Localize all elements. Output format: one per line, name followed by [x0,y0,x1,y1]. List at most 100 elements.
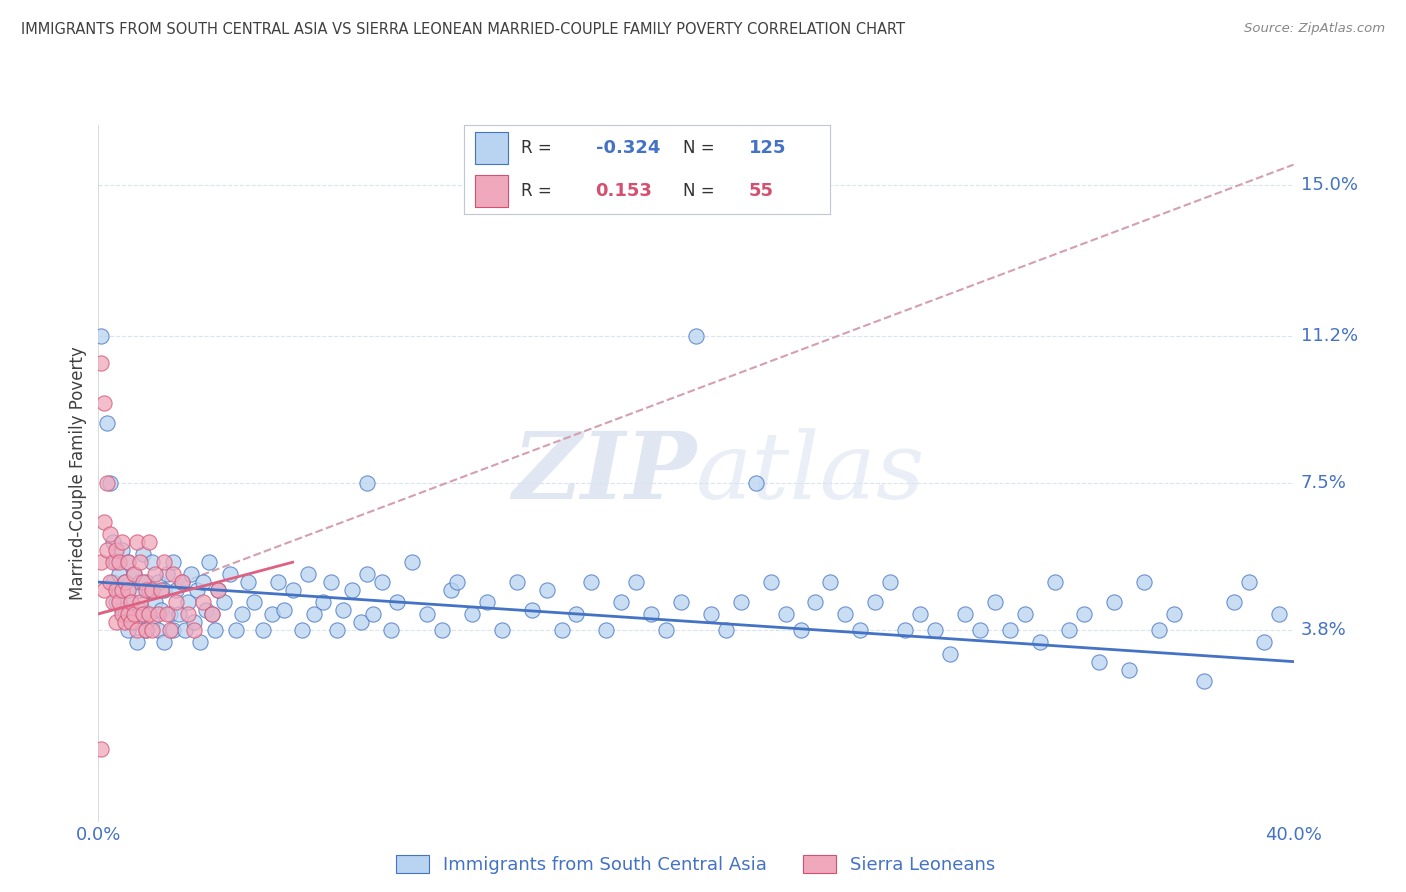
Point [117,623,139,637]
Point [105,543,128,558]
Point [93,396,115,410]
Point [114,575,136,590]
Point [183,615,205,629]
Point [1267,607,1289,621]
Point [141,555,163,569]
Point [165,595,187,609]
Point [148,575,170,590]
Text: 55: 55 [749,182,775,200]
Point [260,607,283,621]
Point [186,582,208,597]
Point [267,575,290,590]
Point [132,575,155,590]
Point [730,595,752,609]
Point [1163,607,1185,621]
Point [90,356,112,370]
Point [194,603,218,617]
Point [834,607,856,621]
Point [550,623,572,637]
Point [430,623,453,637]
Point [321,575,343,590]
Point [93,582,115,597]
Point [156,567,179,582]
Point [138,582,160,597]
Text: R =: R = [520,182,557,200]
Point [207,582,229,597]
Text: Source: ZipAtlas.com: Source: ZipAtlas.com [1244,22,1385,36]
Point [138,535,160,549]
Point [132,547,155,561]
Point [114,607,136,621]
Point [581,575,603,590]
Point [1104,595,1126,609]
Point [177,595,200,609]
Point [536,582,558,597]
FancyBboxPatch shape [475,175,508,207]
Point [685,328,707,343]
Point [363,607,385,621]
Point [371,575,394,590]
Point [342,582,364,597]
Point [908,607,931,621]
Point [111,607,134,621]
Point [111,603,134,617]
Point [117,582,139,597]
Point [1073,607,1095,621]
Point [998,623,1021,637]
Text: atlas: atlas [696,428,925,517]
Point [153,634,176,648]
Text: N =: N = [683,139,720,157]
Point [1192,674,1215,689]
Point [475,595,498,609]
Point [491,623,513,637]
Point [150,603,173,617]
Point [191,575,214,590]
Point [311,595,333,609]
Point [201,607,224,621]
Point [655,623,678,637]
Point [356,475,378,490]
Point [1059,623,1081,637]
Point [326,623,349,637]
Legend: Immigrants from South Central Asia, Sierra Leoneans: Immigrants from South Central Asia, Sier… [389,847,1002,881]
Point [177,607,200,621]
Point [129,555,152,569]
Text: R =: R = [520,139,557,157]
Point [759,575,782,590]
Point [440,582,463,597]
Point [700,607,723,621]
Point [789,623,811,637]
Point [401,555,423,569]
Point [124,615,146,629]
Point [156,607,179,621]
Point [93,516,115,530]
Point [520,603,543,617]
Point [98,475,122,490]
Point [640,607,662,621]
Point [111,543,134,558]
Point [127,535,149,549]
Point [129,575,152,590]
Point [350,615,373,629]
Text: ZIP: ZIP [512,428,696,517]
Point [745,475,768,490]
Point [183,623,205,637]
Point [174,623,197,637]
Point [114,615,136,629]
Point [143,567,166,582]
Text: 11.2%: 11.2% [1301,326,1358,344]
Point [117,555,139,569]
Point [273,603,295,617]
Text: N =: N = [683,182,720,200]
Point [290,623,312,637]
Point [114,575,136,590]
Point [148,623,170,637]
Point [939,647,962,661]
Point [204,623,226,637]
Point [162,623,184,637]
Point [207,582,229,597]
Point [953,607,976,621]
Point [595,623,617,637]
Point [252,623,274,637]
Point [124,607,146,621]
